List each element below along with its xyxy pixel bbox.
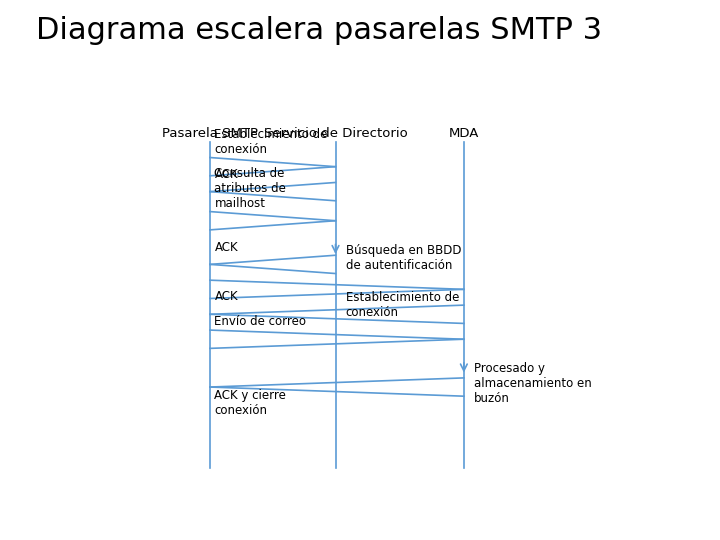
Text: Envío de correo: Envío de correo [215, 315, 307, 328]
Text: ACK: ACK [215, 241, 238, 254]
Text: Búsqueda en BBDD
de autentificación: Búsqueda en BBDD de autentificación [346, 244, 461, 272]
Text: ACK: ACK [215, 291, 238, 303]
Text: Consulta de
atributos de
mailhost: Consulta de atributos de mailhost [215, 167, 287, 210]
Text: ACK y cierre
conexión: ACK y cierre conexión [215, 389, 287, 417]
Text: Pasarela SMTP: Pasarela SMTP [162, 127, 258, 140]
Text: Servicio de Directorio: Servicio de Directorio [264, 127, 408, 140]
Text: MDA: MDA [449, 127, 479, 140]
Text: Diagrama escalera pasarelas SMTP 3: Diagrama escalera pasarelas SMTP 3 [36, 16, 602, 45]
Text: Procesado y
almacenamiento en
buzón: Procesado y almacenamiento en buzón [474, 362, 592, 405]
Text: Establecimiento de
conexión: Establecimiento de conexión [215, 128, 328, 156]
Text: Establecimiento de
conexión: Establecimiento de conexión [346, 292, 459, 320]
Text: ACK: ACK [215, 168, 238, 181]
